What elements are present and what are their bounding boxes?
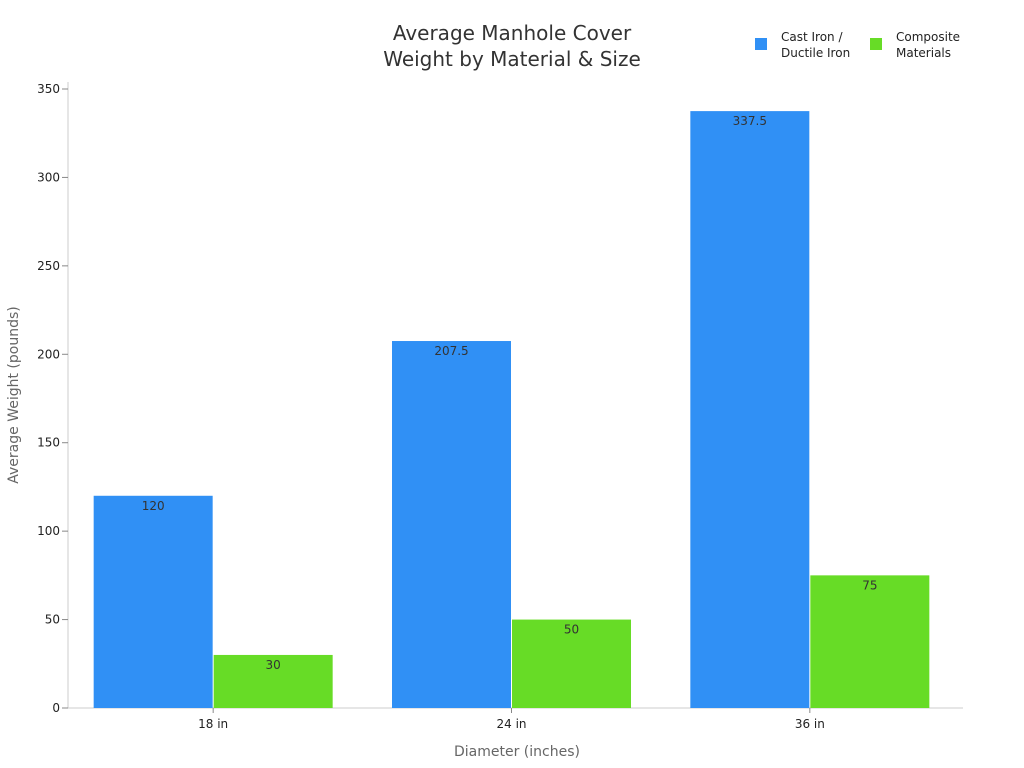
data-label: 30 [266, 658, 281, 672]
legend-swatch [870, 38, 882, 50]
legend: Cast Iron / Ductile Iron Composite Material… [755, 30, 960, 60]
data-label: 50 [564, 623, 579, 637]
y-tick-label: 300 [37, 170, 60, 184]
chart-title-line-2: Weight by Material & Size [383, 47, 641, 71]
data-label: 207.5 [434, 344, 468, 358]
x-tick-label: 24 in [496, 717, 526, 731]
data-label: 337.5 [733, 114, 767, 128]
x-tick-label: 18 in [198, 717, 228, 731]
y-tick-label: 50 [45, 613, 60, 627]
y-axis: 0 50 100 150 200 250 300 350 [37, 82, 69, 715]
legend-label: Composite [896, 30, 960, 44]
bars [93, 111, 930, 709]
y-tick-label: 350 [37, 82, 60, 96]
legend-swatch [755, 38, 767, 50]
y-tick-label: 250 [37, 259, 60, 273]
x-axis-title: Diameter (inches) [454, 744, 580, 760]
legend-label: Cast Iron / [781, 30, 843, 44]
data-labels: 120 30 207.5 50 337.5 75 [142, 114, 878, 672]
data-label: 120 [142, 499, 165, 513]
x-axis: 18 in 24 in 36 in [68, 707, 963, 731]
bar-series-1-24in [512, 619, 631, 708]
x-tick-label: 36 in [795, 717, 825, 731]
bar-series-1-36in [810, 575, 930, 708]
chart-title: Average Manhole Cover Weight by Material… [383, 21, 641, 71]
legend-item-1: Composite Materials [870, 30, 960, 60]
bar-series-1-18in [213, 654, 333, 708]
bar-series-0-24in [392, 341, 511, 708]
chart-title-line-1: Average Manhole Cover [393, 21, 632, 45]
data-label: 75 [862, 578, 877, 592]
y-axis-title: Average Weight (pounds) [6, 306, 22, 483]
bar-series-0-18in [93, 495, 213, 708]
y-tick-label: 150 [37, 436, 60, 450]
y-tick-label: 200 [37, 347, 60, 361]
bar-series-0-36in [690, 111, 810, 709]
legend-label: Ductile Iron [781, 46, 850, 60]
y-tick-label: 100 [37, 524, 60, 538]
y-tick-label: 0 [52, 701, 60, 715]
legend-item-0: Cast Iron / Ductile Iron [755, 30, 850, 60]
legend-label: Materials [896, 46, 951, 60]
